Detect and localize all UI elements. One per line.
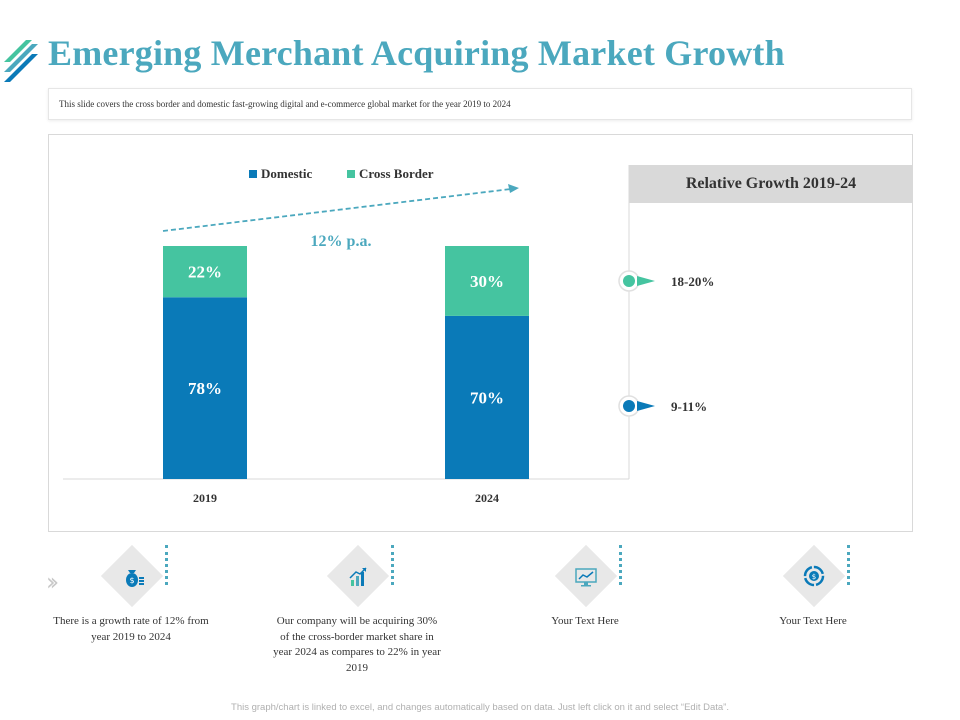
svg-text:$: $ xyxy=(812,573,816,581)
monitor-chart-icon xyxy=(575,568,597,587)
dotted-line xyxy=(391,545,397,585)
growth-annotation: 12% p.a. xyxy=(311,233,372,250)
dotted-line xyxy=(847,545,853,585)
steps-row: ›› $ There is a growth rate of 12% from … xyxy=(0,540,960,690)
bar-domestic-2024 xyxy=(445,315,529,479)
page-title: Emerging Merchant Acquiring Market Growt… xyxy=(48,33,785,73)
dotted-line xyxy=(619,545,625,585)
bar-cross-border-2019 xyxy=(163,246,247,298)
legend-swatch xyxy=(249,170,257,178)
stacked-bar-chart: 78% 22% 2019 70% 30% 2024 Domestic Cross Border… xyxy=(63,165,714,505)
subtitle: This slide covers the cross border and d… xyxy=(59,99,511,109)
chart-panel: 78% 22% 2019 70% 30% 2024 Domestic Cross Border… xyxy=(48,134,913,532)
dollar-cycle-icon: $ xyxy=(803,565,825,587)
relative-growth-value: 18-20% xyxy=(671,274,714,289)
relative-growth-value: 9-11% xyxy=(671,399,707,414)
data-label: 30% xyxy=(470,272,504,291)
legend-label: Domestic xyxy=(261,166,312,181)
legend-swatch xyxy=(347,170,355,178)
dotted-line xyxy=(165,545,171,585)
legend-label: Cross Border xyxy=(359,166,434,181)
bar-domestic-2019 xyxy=(163,297,247,479)
step-1: $ There is a growth rate of 12% from yea… xyxy=(46,540,246,690)
step-text: Your Text Here xyxy=(779,615,847,627)
x-tick-label: 2024 xyxy=(475,491,499,505)
relative-growth-title: Relative Growth 2019-24 xyxy=(685,175,857,192)
marker-pointer xyxy=(637,276,655,286)
marker-dot xyxy=(623,275,635,287)
step-4: $ Your Text Here xyxy=(728,540,928,690)
footer-note: This graph/chart is linked to excel, and… xyxy=(231,702,729,713)
step-text: Your Text Here xyxy=(551,615,619,627)
step-3: Your Text Here xyxy=(500,540,700,690)
x-tick-label: 2019 xyxy=(193,491,217,505)
marker-dot xyxy=(623,400,635,412)
money-bag-icon: $ xyxy=(126,570,144,587)
subtitle-box: This slide covers the cross border and d… xyxy=(48,88,912,120)
logo-stripes-icon xyxy=(4,40,38,82)
step-text: Our company will be acquiring 30% of the… xyxy=(273,615,441,674)
data-label: 22% xyxy=(188,263,222,282)
data-label: 78% xyxy=(188,379,222,398)
step-2: Our company will be acquiring 30% of the… xyxy=(272,540,472,690)
step-text: There is a growth rate of 12% from year … xyxy=(53,615,209,643)
marker-pointer xyxy=(637,401,655,411)
svg-text:$: $ xyxy=(129,576,134,585)
growth-arrow-line xyxy=(162,188,512,232)
growth-chart-icon xyxy=(349,567,367,586)
data-label: 70% xyxy=(470,388,504,407)
growth-arrow-head xyxy=(508,184,519,193)
bar-cross-border-2024 xyxy=(445,246,529,316)
relative-growth-header: Relative Growth 2019-24 xyxy=(629,165,913,203)
